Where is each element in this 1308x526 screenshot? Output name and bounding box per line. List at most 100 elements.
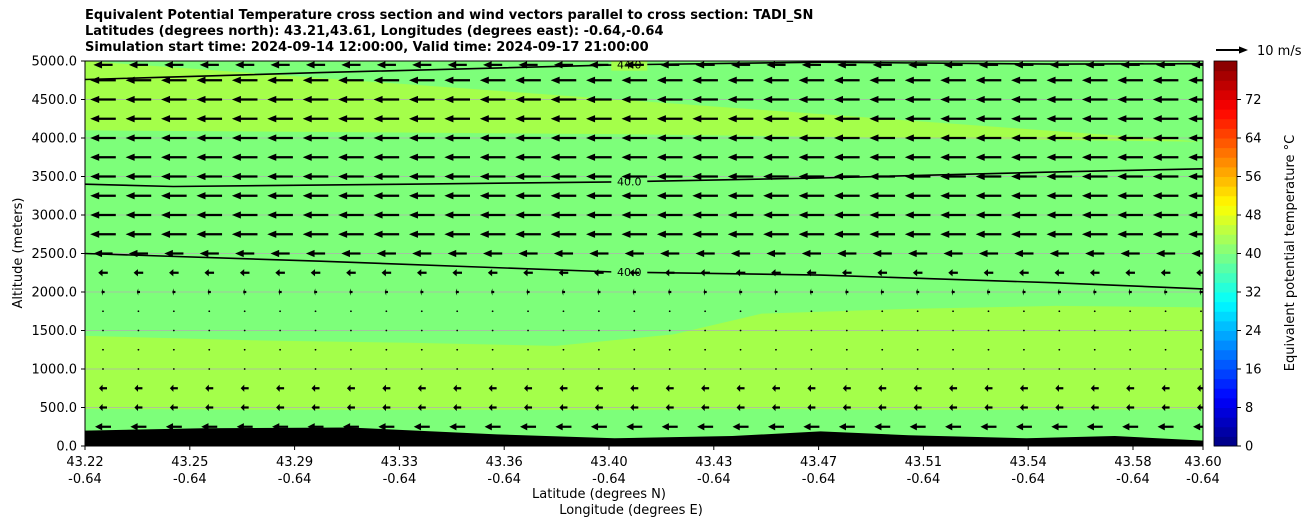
wind-arrow-13-29 [1129, 310, 1132, 313]
wind-arrow-15-14 [597, 348, 600, 351]
wind-arrow-7-3 [196, 192, 223, 200]
wind-arrow-9-22 [869, 230, 896, 238]
wind-arrow-0-11 [483, 61, 503, 69]
wind-arrow-6-27 [1046, 172, 1073, 181]
wind-arrow-5-2 [161, 153, 187, 161]
wind-arrow-15-4 [243, 348, 246, 351]
wind-arrow-12-7 [349, 288, 353, 296]
x-axis-label-latitude: Latitude (degrees N) [532, 487, 666, 502]
wind-arrow-12-18 [738, 288, 743, 296]
wind-arrow-3-26 [1011, 115, 1037, 123]
wind-arrow-12-31 [1199, 288, 1203, 296]
colorbar-step-24 [1214, 205, 1237, 216]
wind-arrow-17-29 [1126, 384, 1135, 392]
wind-arrow-7-17 [692, 192, 718, 200]
wind-arrow-7-15 [621, 192, 648, 200]
wind-arrow-2-18 [727, 95, 754, 104]
wind-arrow-19-2 [165, 423, 182, 431]
colorbar-step-13 [1214, 311, 1237, 322]
wind-arrow-10-29 [1120, 249, 1140, 258]
wind-arrow-2-22 [869, 95, 896, 104]
wind-arrow-8-1 [125, 211, 152, 219]
wind-arrow-17-9 [417, 384, 426, 392]
wind-arrow-15-3 [208, 348, 211, 351]
wind-arrow-15-22 [881, 348, 884, 351]
wind-arrow-13-20 [810, 310, 813, 313]
wind-arrow-3-20 [798, 115, 825, 123]
colorbar-step-6 [1214, 378, 1237, 389]
wind-arrow-7-24 [940, 192, 966, 200]
wind-arrow-5-10 [444, 153, 470, 161]
wind-arrow-16-7 [350, 368, 352, 370]
wind-arrow-3-24 [940, 115, 966, 123]
wind-arrow-18-23 [913, 403, 922, 412]
wind-arrow-15-24 [952, 348, 954, 351]
wind-arrow-9-12 [515, 230, 541, 238]
wind-arrow-2-23 [904, 95, 931, 104]
wind-arrow-7-23 [904, 192, 931, 200]
wind-arrow-16-1 [137, 368, 140, 370]
wind-arrow-4-12 [515, 134, 541, 142]
wind-arrow-10-19 [766, 249, 786, 258]
wind-arrow-12-2 [172, 288, 176, 296]
wind-arrow-1-22 [869, 76, 896, 84]
colorbar-step-1 [1214, 426, 1237, 437]
wind-arrow-0-22 [872, 61, 892, 69]
wind-arrow-19-14 [590, 423, 607, 431]
wind-arrow-6-24 [940, 172, 966, 181]
wind-arrow-3-14 [586, 115, 612, 123]
wind-arrow-14-7 [350, 329, 352, 332]
wind-arrow-11-28 [1089, 269, 1100, 277]
colorbar-step-23 [1214, 215, 1237, 226]
wind-arrow-17-19 [771, 384, 780, 392]
wind-arrow-13-5 [279, 310, 281, 313]
wind-arrow-2-24 [940, 95, 966, 104]
wind-arrow-18-16 [665, 403, 674, 412]
wind-arrow-10-7 [341, 249, 361, 258]
wind-arrow-0-17 [695, 61, 715, 69]
wind-arrow-18-22 [878, 403, 887, 412]
wind-arrow-12-14 [597, 288, 601, 296]
wind-arrow-17-28 [1090, 384, 1099, 392]
wind-arrow-2-15 [621, 95, 648, 104]
wind-arrow-10-17 [695, 249, 715, 258]
wind-arrow-11-8 [381, 269, 392, 277]
wind-arrow-16-21 [845, 368, 848, 370]
wind-arrow-12-15 [632, 288, 636, 296]
wind-arrow-1-31 [1188, 76, 1203, 84]
wind-arrow-18-19 [771, 403, 780, 412]
wind-arrow-10-8 [376, 249, 396, 258]
wind-arrow-1-28 [1081, 76, 1108, 84]
wind-arrow-9-25 [975, 230, 1002, 238]
wind-arrow-0-19 [766, 61, 786, 69]
wind-arrow-11-30 [1160, 269, 1171, 277]
wind-arrow-15-5 [279, 348, 281, 351]
wind-arrow-9-26 [1011, 230, 1037, 238]
wind-arrow-6-14 [586, 172, 612, 181]
wind-arrow-13-17 [704, 310, 707, 313]
wind-arrow-16-15 [633, 368, 636, 370]
wind-arrow-6-19 [763, 172, 789, 181]
colorbar-step-20 [1214, 243, 1237, 254]
wind-arrow-4-11 [479, 134, 506, 142]
wind-arrow-19-23 [909, 423, 926, 431]
colorbar-step-26 [1214, 186, 1237, 197]
x-tick-lat-5: 43.40 [590, 455, 627, 470]
wind-arrow-14-10 [456, 329, 459, 332]
wind-arrow-0-18 [730, 61, 751, 69]
wind-arrow-0-7 [341, 61, 361, 69]
x-tick-lon-1: -0.64 [173, 472, 207, 487]
wind-arrow-17-14 [594, 384, 603, 392]
wind-arrow-10-16 [660, 249, 680, 258]
wind-arrow-4-26 [1011, 134, 1037, 142]
wind-arrow-18-9 [417, 403, 426, 412]
wind-arrow-7-26 [1011, 192, 1037, 200]
wind-arrow-17-30 [1161, 384, 1170, 392]
wind-arrow-17-15 [630, 384, 639, 392]
contour-label-bg-2 [611, 265, 648, 279]
wind-arrow-7-21 [834, 192, 860, 200]
wind-arrow-11-21 [842, 269, 852, 277]
wind-arrow-19-0 [95, 423, 111, 431]
wind-arrow-12-9 [420, 288, 424, 296]
wind-arrow-2-2 [161, 95, 187, 104]
